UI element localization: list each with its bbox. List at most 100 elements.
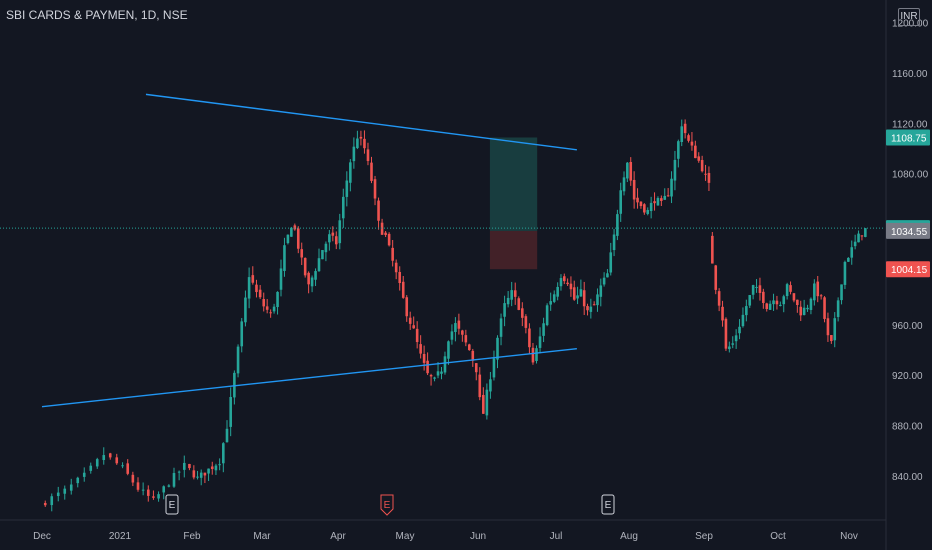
candle-body bbox=[247, 277, 251, 299]
candle bbox=[762, 288, 765, 309]
time-axis[interactable]: Dec 2021 Feb Mar Apr May Jun Jul Aug Sep Oct Nov bbox=[0, 519, 886, 542]
candle bbox=[56, 486, 60, 502]
candle-body bbox=[492, 358, 496, 378]
candle bbox=[524, 314, 528, 334]
candle-body bbox=[721, 306, 724, 321]
candle bbox=[492, 350, 496, 381]
candle bbox=[694, 140, 697, 159]
candle bbox=[244, 290, 247, 327]
trendlines[interactable] bbox=[41, 93, 577, 408]
candle-body bbox=[700, 160, 704, 172]
candle bbox=[255, 279, 258, 298]
candle-body bbox=[734, 335, 738, 342]
candle bbox=[755, 279, 758, 293]
candle-body bbox=[401, 281, 405, 298]
candle bbox=[765, 302, 769, 312]
candle bbox=[300, 242, 304, 266]
candle bbox=[683, 119, 687, 139]
candle bbox=[89, 462, 93, 474]
candle-body bbox=[666, 195, 670, 197]
price-label-stop[interactable]: 1004.15 bbox=[886, 261, 930, 278]
candle-body bbox=[394, 262, 398, 273]
support-trendline[interactable] bbox=[41, 348, 577, 408]
candle bbox=[819, 294, 823, 300]
earnings-marker[interactable]: E bbox=[601, 494, 615, 515]
candle-body bbox=[653, 201, 656, 204]
candle-body bbox=[167, 485, 171, 487]
candle-body bbox=[474, 363, 478, 373]
candle bbox=[229, 387, 232, 437]
candle bbox=[272, 303, 276, 314]
price-label-entry[interactable]: 1034.55 bbox=[886, 222, 930, 239]
candle bbox=[454, 317, 457, 342]
stop-zone[interactable] bbox=[489, 230, 538, 270]
candle bbox=[162, 485, 166, 500]
target-zone[interactable] bbox=[489, 137, 538, 231]
candle-body bbox=[586, 306, 589, 311]
candle bbox=[796, 299, 799, 313]
candle-body bbox=[694, 145, 697, 159]
candle-body bbox=[864, 228, 867, 237]
candle bbox=[334, 231, 338, 250]
candle-body bbox=[331, 232, 335, 236]
candle-body bbox=[707, 173, 711, 183]
candle bbox=[609, 242, 613, 276]
price-tick-label: 880.00 bbox=[892, 422, 923, 433]
candle bbox=[503, 295, 506, 327]
candle bbox=[303, 257, 307, 278]
candle-body bbox=[816, 281, 820, 297]
candle bbox=[412, 316, 415, 329]
candle bbox=[422, 345, 426, 371]
candle-body bbox=[616, 214, 619, 236]
candle bbox=[415, 321, 419, 349]
candle bbox=[806, 304, 809, 312]
candle bbox=[146, 485, 150, 502]
candle bbox=[809, 297, 813, 315]
earnings-marker[interactable]: E bbox=[380, 494, 394, 516]
candle bbox=[836, 297, 840, 322]
price-axis[interactable]: 1200.00 1160.00 1120.00 1080.00 960.00 920.00… bbox=[885, 0, 932, 550]
candle bbox=[673, 150, 677, 191]
candle bbox=[592, 301, 596, 306]
position-zones[interactable] bbox=[489, 137, 538, 270]
candle-body bbox=[373, 179, 377, 199]
candle-body bbox=[236, 346, 240, 374]
candle-body bbox=[255, 284, 258, 293]
price-label-text: 1034.55 bbox=[891, 227, 928, 238]
candle-body bbox=[95, 459, 99, 467]
candle-body bbox=[387, 233, 391, 246]
candle-body bbox=[748, 295, 752, 306]
candle bbox=[632, 171, 636, 209]
symbol-title[interactable]: SBI CARDS & PAYMEN, 1D, NSE bbox=[6, 8, 188, 22]
candle bbox=[436, 362, 440, 379]
candle-body bbox=[76, 477, 80, 484]
candle bbox=[496, 335, 499, 369]
price-label-target[interactable]: 1108.75 bbox=[886, 129, 930, 146]
candle-body bbox=[576, 295, 579, 299]
candle bbox=[680, 119, 684, 147]
candle bbox=[276, 291, 279, 315]
candle-body bbox=[622, 177, 626, 192]
candle-body bbox=[192, 470, 196, 478]
candle bbox=[188, 463, 191, 471]
resistance-trendline[interactable] bbox=[145, 93, 577, 151]
candle-body bbox=[307, 272, 310, 285]
candle-body bbox=[429, 375, 433, 377]
candle bbox=[429, 373, 433, 386]
candle-body bbox=[146, 489, 150, 496]
candle-body bbox=[731, 343, 735, 345]
currency-label[interactable]: INR bbox=[898, 8, 920, 26]
candle bbox=[666, 188, 670, 197]
candle-body bbox=[606, 273, 609, 278]
candle bbox=[349, 159, 352, 192]
candle-body bbox=[478, 374, 482, 398]
candle bbox=[853, 234, 857, 250]
candle-body bbox=[283, 245, 286, 271]
candle-body bbox=[772, 300, 775, 305]
candle bbox=[247, 267, 251, 309]
candle-body bbox=[782, 296, 786, 305]
earnings-marker[interactable]: E bbox=[165, 494, 179, 515]
candle bbox=[741, 307, 745, 328]
